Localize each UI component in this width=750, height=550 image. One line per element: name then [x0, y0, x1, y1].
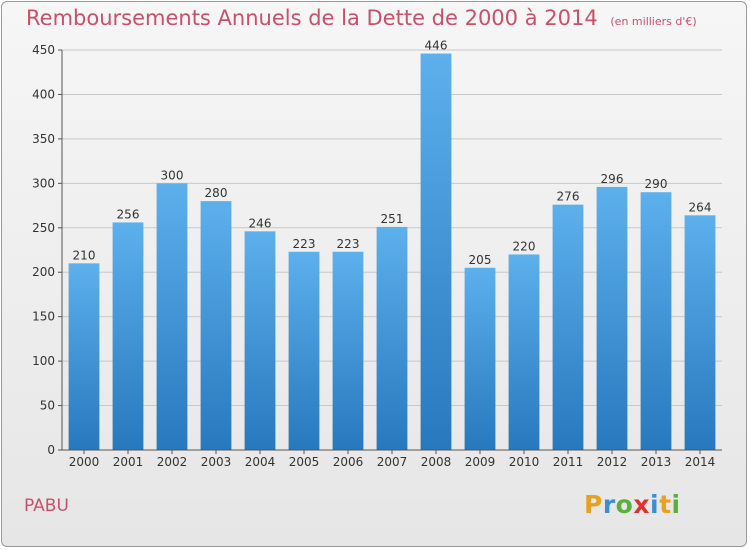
x-tick-label: 2011: [553, 455, 584, 469]
bar-value-label: 246: [249, 216, 272, 230]
bar-value-label: 446: [425, 39, 448, 53]
y-tick-label: 0: [47, 443, 55, 457]
y-tick-label: 450: [32, 43, 55, 57]
x-tick-label: 2002: [157, 455, 188, 469]
x-tick-label: 2008: [421, 455, 452, 469]
chart-unit: (en milliers d'€): [610, 15, 697, 28]
y-tick-label: 350: [32, 132, 55, 146]
x-tick-label: 2013: [641, 455, 672, 469]
logo-letter: P: [584, 490, 603, 519]
x-tick-label: 2001: [113, 455, 144, 469]
x-axis: 2000 2001 2002 2003 2004 2005 2006 2007 2008 2009…: [62, 449, 722, 469]
bar: [112, 222, 144, 450]
proxiti-logo[interactable]: Proxiti: [584, 490, 681, 519]
x-tick-label: 2000: [69, 455, 100, 469]
bar: [200, 201, 232, 450]
logo-letter: x: [633, 490, 650, 519]
x-tick-label: 2004: [245, 455, 276, 469]
bar: [640, 192, 672, 450]
bar-value-label: 210: [73, 248, 96, 262]
x-tick-label: 2014: [685, 455, 716, 469]
x-tick-label: 2009: [465, 455, 496, 469]
bar: [684, 215, 716, 450]
bar: [464, 267, 496, 450]
bar-value-label: 280: [205, 186, 228, 200]
x-tick-label: 2007: [377, 455, 408, 469]
logo-letter: t: [659, 490, 672, 519]
logo-letter: r: [602, 490, 616, 519]
bar: [552, 204, 584, 450]
chart-title: Remboursements Annuels de la Dette de 20…: [26, 6, 697, 30]
bar: [244, 231, 276, 450]
bar-value-label: 251: [381, 212, 404, 226]
bar-value-label: 223: [293, 237, 316, 251]
bar-value-label: 290: [645, 177, 668, 191]
logo-letter: o: [615, 490, 634, 519]
bar: [288, 251, 320, 450]
x-tick-label: 2003: [201, 455, 232, 469]
bar-value-label: 205: [469, 253, 492, 267]
y-tick-label: 150: [32, 310, 55, 324]
logo-letter: i: [671, 490, 681, 519]
y-axis: 0 50 100 150 200 250 300 350 400 450: [32, 43, 63, 457]
x-tick-label: 2005: [289, 455, 320, 469]
bar-value-label: 296: [601, 172, 624, 186]
commune-name: PABU: [24, 496, 69, 516]
y-tick-label: 100: [32, 354, 55, 368]
y-tick-label: 300: [32, 176, 55, 190]
y-tick-label: 50: [40, 399, 55, 413]
chart-title-text: Remboursements Annuels de la Dette de 20…: [26, 6, 598, 30]
x-tick-label: 2006: [333, 455, 364, 469]
bar: [420, 53, 452, 451]
bar: [156, 183, 188, 451]
x-tick-label: 2012: [597, 455, 628, 469]
bar: [68, 263, 100, 450]
bar-value-label: 264: [689, 200, 712, 214]
bar-value-label: 276: [557, 190, 580, 204]
y-tick-label: 400: [32, 87, 55, 101]
bars: 210 256 300 280 246 223 223 251 446 205 220 276 296 2…: [68, 39, 716, 451]
y-tick-label: 200: [32, 265, 55, 279]
bar-value-label: 223: [337, 237, 360, 251]
bar: [508, 254, 540, 450]
y-tick-label: 250: [32, 221, 55, 235]
bar-value-label: 256: [117, 207, 140, 221]
bar-value-label: 300: [161, 168, 184, 182]
bar: [332, 251, 364, 450]
logo-letter: i: [650, 490, 660, 519]
x-tick-label: 2010: [509, 455, 540, 469]
bar: [376, 226, 408, 450]
bar: [596, 186, 628, 450]
bar-value-label: 220: [513, 239, 536, 253]
